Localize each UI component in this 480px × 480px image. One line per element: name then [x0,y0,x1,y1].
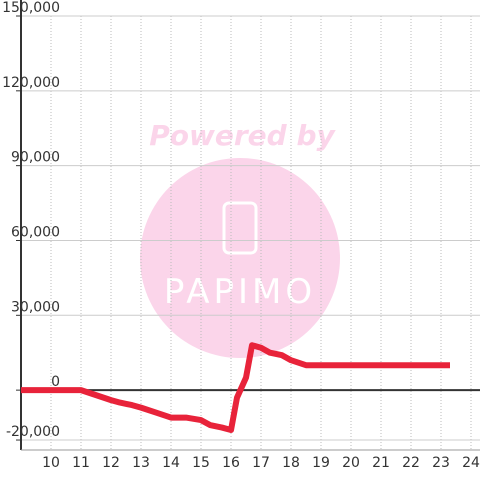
watermark-logo: PAPIMO [164,272,316,312]
x-tick-label: 23 [432,455,450,471]
y-tick-label: 150,000 [2,0,60,16]
y-tick-label: -20,000 [6,424,60,440]
x-tick-label: 17 [252,455,270,471]
watermark-title: Powered by [149,119,336,152]
watermark-phone [222,201,258,255]
x-tick-label: 20 [342,455,360,471]
x-tick-label: 13 [132,455,150,471]
x-tick-label: 15 [192,455,210,471]
watermark-circle [140,158,340,358]
x-tick-label: 11 [72,455,90,471]
x-tick-label: 18 [282,455,300,471]
y-tick-label: 60,000 [11,224,60,240]
x-tick-label: 19 [312,455,330,471]
x-tick-label: 21 [372,455,390,471]
x-tick-label: 24 [462,455,480,471]
y-tick-label: 90,000 [11,150,60,166]
x-tick-label: 16 [222,455,240,471]
y-tick-label: 0 [51,374,60,390]
x-tick-label: 10 [42,455,60,471]
line [21,342,450,434]
x-tick-label: 22 [402,455,420,471]
y-tick-label: 30,000 [11,299,60,315]
x-tick-label: 14 [162,455,180,471]
y-tick-label: 120,000 [2,75,60,91]
x-tick-label: 12 [102,455,120,471]
